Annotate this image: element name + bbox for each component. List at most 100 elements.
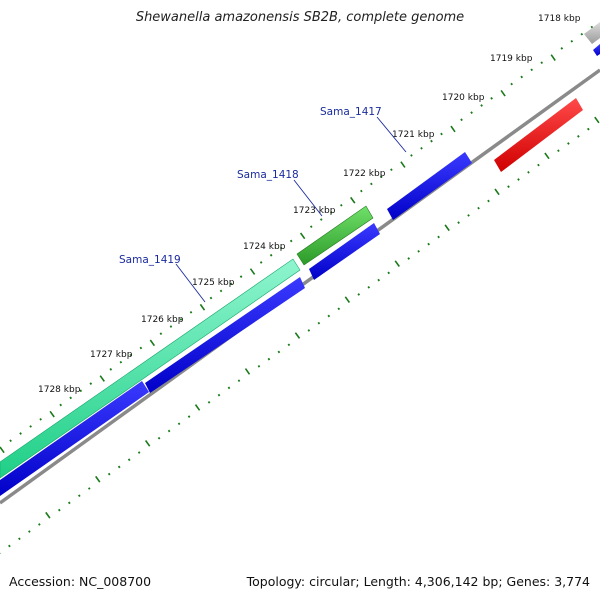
tick-label: 1719 kbp [490,54,533,64]
ruler-minor-tick [239,275,243,279]
ruler-minor-tick [267,357,271,361]
ruler-minor-tick [567,142,570,145]
ruler-minor-tick [117,465,121,469]
ruler-minor-tick [339,203,343,207]
ruler-minor-tick [367,285,371,289]
blue-cds-5[interactable] [593,44,600,56]
tick-label: 1728 kbp [38,385,81,395]
inner-dotted-ruler [0,116,600,554]
ruler-minor-tick [87,487,91,490]
ruler-minor-tick [360,189,363,193]
blue-cds-features[interactable] [0,44,600,496]
ruler-minor-tick [407,257,411,260]
ruler-minor-tick [67,501,71,505]
ruler-minor-tick [109,367,113,371]
ruler-minor-tick [219,289,223,293]
ruler-minor-tick [127,458,131,462]
ruler-minor-tick [557,149,560,153]
ruler-minor-tick [540,61,544,65]
ruler-minor-tick [227,386,231,390]
ruler-minor-tick [38,523,41,526]
ruler-major-tick [244,368,251,375]
blue-cds-1[interactable] [0,381,149,496]
ruler-minor-tick [289,239,293,243]
blue-cds-3[interactable] [309,223,380,280]
ruler-minor-tick [337,307,341,311]
ruler-minor-tick [327,314,331,318]
ruler-major-tick [249,268,256,275]
ruler-major-tick [394,260,400,267]
ruler-minor-tick [530,68,534,72]
ruler-minor-tick [477,206,480,210]
gene-sama-1418[interactable] [296,205,374,266]
outer-dotted-ruler [0,25,594,454]
ruler-minor-tick [139,346,143,350]
tick-label: 1718 kbp [538,14,581,24]
tick-label: 1727 kbp [90,350,133,360]
ruler-minor-tick [437,235,440,239]
red-feature[interactable] [494,98,583,172]
ruler-minor-tick [377,278,381,282]
ruler-major-tick [550,54,556,61]
ruler-minor-tick [28,530,31,533]
ruler-minor-tick [370,182,373,186]
ruler-minor-tick [427,242,430,246]
ruler-minor-tick [517,178,520,181]
ruler-major-tick [400,161,406,168]
ruler-major-tick [149,339,156,347]
ruler-minor-tick [229,282,233,286]
ruler-minor-tick [317,321,321,325]
grey-feature[interactable] [584,22,600,44]
ruler-major-tick [444,224,450,232]
ruler-minor-tick [18,537,21,541]
ruler-minor-tick [119,360,123,364]
ruler-minor-tick [590,25,594,29]
ruler-major-tick [45,511,51,519]
ruler-minor-tick [209,296,213,300]
ruler-minor-tick [187,415,191,418]
ruler-minor-tick [287,343,291,347]
ruler-minor-tick [9,439,12,443]
ruler-major-tick [450,125,456,133]
tick-label: 1722 kbp [343,169,386,179]
ruler-minor-tick [207,400,211,404]
ruler-minor-tick [159,332,163,336]
ruler-major-tick [299,232,306,240]
tick-label: 1721 kbp [392,130,435,140]
ruler-minor-tick [410,154,413,157]
ruler-minor-tick [259,261,263,264]
ruler-minor-tick [167,429,171,433]
gene-label-sama-1417[interactable]: Sama_1417 [320,106,382,118]
gene-label-sama-1418[interactable]: Sama_1418 [237,169,299,181]
ruler-minor-tick [309,225,313,229]
ruler-minor-tick [560,47,564,50]
ruler-minor-tick [189,310,193,314]
ruler-minor-tick [470,111,473,114]
ruler-minor-tick [69,396,73,400]
ruler-major-tick [0,446,5,454]
ruler-minor-tick [390,168,393,172]
accession-label: Accession: NC_008700 [9,574,152,589]
map-title: Shewanella amazonensis SB2B, complete ge… [135,10,465,25]
leader-line-sama-1419 [175,263,206,303]
ruler-minor-tick [457,221,460,224]
ruler-major-tick [544,152,550,160]
ruler-minor-tick [237,379,241,383]
ruler-major-tick [194,404,201,411]
blue-cds-2[interactable] [145,277,305,393]
ruler-minor-tick [217,393,221,397]
ruler-minor-tick [257,364,261,368]
leader-line-sama-1418 [293,179,323,217]
ruler-minor-tick [79,389,83,393]
ruler-minor-tick [319,218,323,221]
ruler-minor-tick [490,96,493,100]
ruler-minor-tick [417,249,420,253]
ruler-major-tick [99,375,105,382]
ruler-major-tick [350,196,356,204]
ruler-minor-tick [157,436,161,440]
gene-sama-1419[interactable] [0,258,301,479]
tick-label: 1720 kbp [442,93,485,103]
ruler-minor-tick [430,139,433,143]
blue-cds-4[interactable] [387,152,472,220]
gene-label-sama-1419[interactable]: Sama_1419 [119,254,181,266]
